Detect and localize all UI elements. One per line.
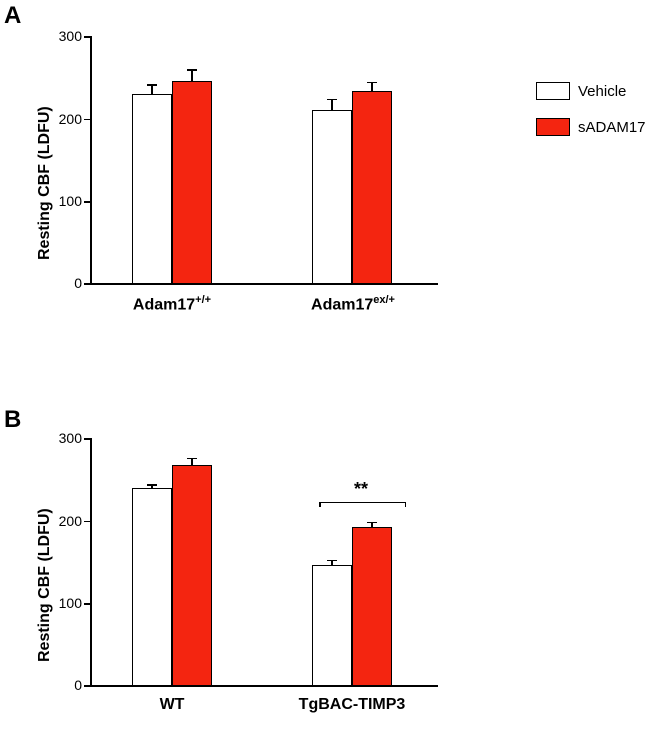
chart-b-sig-line: [319, 502, 406, 504]
chart-a-bar-g1-sadam17: [172, 81, 212, 284]
chart-b-y-title: Resting CBF (LDFU): [36, 462, 54, 662]
chart-b-tick-label: 0: [48, 677, 82, 693]
chart-b-bar-g1-vehicle: [132, 488, 172, 686]
chart-a-y-axis: [90, 36, 92, 284]
chart-b-tick: [84, 521, 90, 523]
chart-b-y-axis: [90, 438, 92, 686]
chart-a-err-cap: [367, 82, 377, 84]
chart-a-tick-label: 300: [48, 28, 82, 44]
chart-b-sig-tick: [319, 502, 321, 507]
chart-b-err-cap: [147, 484, 157, 486]
chart-b-sig-tick: [405, 502, 407, 507]
chart-a-tick: [84, 36, 90, 38]
chart-b-bar-g2-sadam17: [352, 527, 392, 687]
legend-swatch-vehicle: [536, 82, 570, 100]
chart-a-err-cap: [327, 99, 337, 101]
chart-a-bar-g1-vehicle: [132, 94, 172, 284]
legend-item-sadam17: sADAM17: [536, 118, 646, 136]
chart-b-bar-g1-sadam17: [172, 465, 212, 686]
chart-b-group-label-2: TgBAC-TIMP3: [292, 696, 412, 714]
legend-label-sadam17: sADAM17: [578, 119, 646, 136]
legend-swatch-sadam17: [536, 118, 570, 136]
chart-b-bar-g2-vehicle: [312, 565, 352, 687]
chart-a-tick-label: 0: [48, 275, 82, 291]
chart-a-bar-g2-sadam17: [352, 91, 392, 284]
chart-b-err-cap: [327, 560, 337, 562]
chart-b-tick-label: 300: [48, 430, 82, 446]
chart-b-err-cap: [187, 458, 197, 460]
chart-a-err-cap: [147, 84, 157, 86]
chart-b-sig-label: **: [346, 479, 376, 500]
chart-a: 300 200 100 0 Resting CBF (LDFU) Adam17+…: [90, 36, 438, 284]
chart-a-tick: [84, 201, 90, 203]
chart-a-y-title: Resting CBF (LDFU): [36, 60, 54, 260]
chart-b-err-cap: [367, 522, 377, 524]
chart-b-group-label-1: WT: [142, 696, 202, 714]
chart-b-tick: [84, 438, 90, 440]
legend-label-vehicle: Vehicle: [578, 83, 626, 100]
legend-item-vehicle: Vehicle: [536, 82, 646, 100]
legend: Vehicle sADAM17: [536, 82, 646, 154]
chart-a-bar-g2-vehicle: [312, 110, 352, 284]
chart-b: 300 200 100 0 Resting CBF (LDFU) WT: [90, 438, 438, 686]
chart-a-err: [331, 99, 333, 110]
chart-a-group-label-1: Adam17+/+: [122, 294, 222, 314]
chart-a-group-label-2: Adam17ex/+: [300, 294, 406, 314]
chart-a-err-cap: [187, 69, 197, 71]
chart-a-tick: [84, 283, 90, 285]
chart-a-err: [191, 69, 193, 81]
chart-a-tick: [84, 119, 90, 121]
panel-a-label: A: [4, 2, 21, 30]
chart-b-tick: [84, 603, 90, 605]
panel-b-label: B: [4, 406, 21, 434]
chart-b-tick: [84, 685, 90, 687]
